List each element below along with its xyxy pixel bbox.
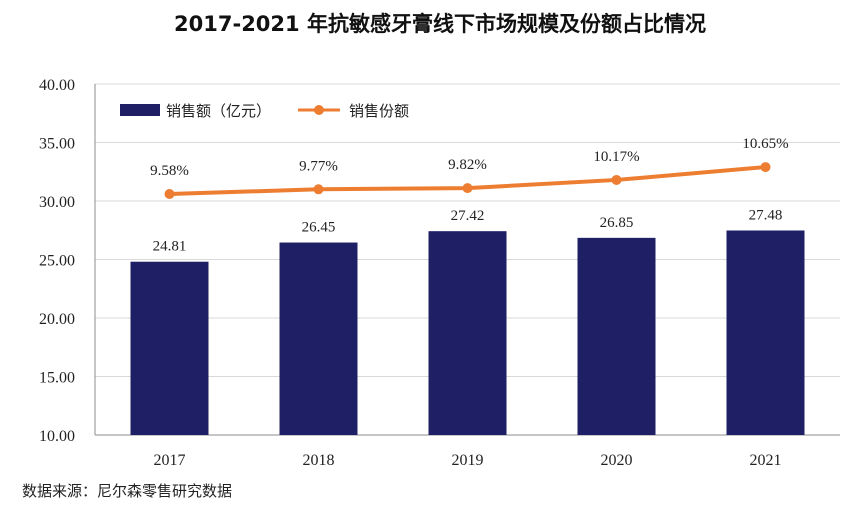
bar-value-label: 27.42: [451, 208, 485, 224]
bar-value-label: 24.81: [153, 239, 187, 255]
y-tick-label: 10.00: [39, 428, 75, 445]
bar: [428, 231, 507, 435]
chart-title: 2017-2021 年抗敏感牙膏线下市场规模及份额占比情况: [174, 12, 706, 36]
y-tick-label: 20.00: [39, 311, 75, 328]
y-tick-label: 40.00: [39, 77, 75, 94]
bar: [726, 230, 805, 435]
legend-bar-label: 销售额（亿元）: [166, 102, 271, 120]
legend-bar-swatch: [120, 104, 160, 116]
data-labels: 24.81 26.45 27.42 26.85 27.48 9.58% 9.77% 9.82%…: [150, 136, 789, 255]
y-tick-label: 30.00: [39, 194, 75, 211]
axes: 10.00 15.00 20.00 25.00 30.00 35.00 40.00 2017 2…: [39, 77, 840, 469]
share-point: [462, 183, 473, 194]
bar-value-label: 27.48: [749, 207, 783, 223]
x-category-label: 2017: [154, 452, 186, 469]
share-value-label: 9.82%: [448, 157, 487, 173]
bar: [577, 237, 656, 435]
legend: 销售额（亿元） 销售份额: [120, 102, 409, 120]
bar: [279, 242, 358, 435]
x-category-label: 2020: [601, 452, 633, 469]
y-tick-label: 15.00: [39, 370, 75, 387]
share-value-label: 9.77%: [299, 158, 338, 174]
share-point: [164, 188, 175, 199]
bar: [130, 261, 209, 435]
legend-line-label: 销售份额: [349, 102, 409, 120]
x-category-label: 2021: [750, 452, 782, 469]
line-series: [164, 162, 771, 199]
legend-line-marker: [314, 105, 324, 115]
y-tick-label: 25.00: [39, 253, 75, 270]
bar-value-label: 26.85: [600, 215, 634, 231]
share-point: [760, 162, 771, 173]
x-category-label: 2018: [303, 452, 335, 469]
bar-series: [130, 230, 805, 435]
y-tick-label: 35.00: [39, 136, 75, 153]
share-value-label: 9.58%: [150, 163, 189, 179]
bar-value-label: 26.45: [302, 220, 336, 236]
share-value-label: 10.17%: [593, 149, 639, 165]
share-point: [611, 174, 622, 185]
share-value-label: 10.65%: [742, 136, 788, 152]
x-category-label: 2019: [452, 452, 484, 469]
share-point: [313, 184, 324, 195]
source-note: 数据来源：尼尔森零售研究数据: [22, 482, 232, 500]
